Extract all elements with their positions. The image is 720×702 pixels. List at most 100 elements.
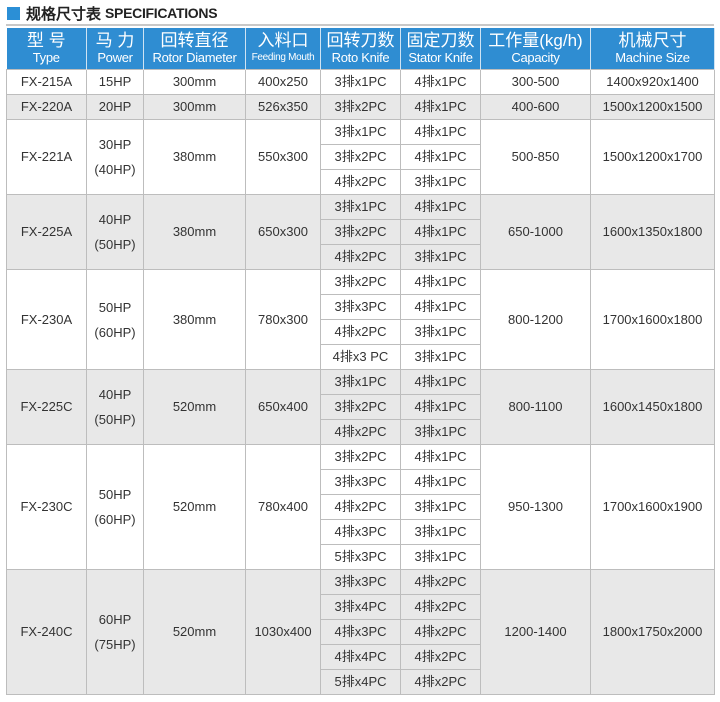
table-row: 4排x3PC 3排x1PC xyxy=(7,519,715,545)
title-cn: 规格尺寸表 xyxy=(26,5,102,23)
stator-knife-cell: 4排x1PC xyxy=(400,94,481,120)
rotor-diameter-cell: 380mm xyxy=(143,119,246,195)
table-row: 4排x3 PC 3排x1PC xyxy=(7,344,715,370)
header-cn: 回转直径 xyxy=(160,30,229,50)
roto-knife-cell: 4排x3PC xyxy=(320,519,401,545)
title-en: SPECIFICATIONS xyxy=(105,5,218,21)
roto-knife-cell: 3排x1PC xyxy=(320,69,401,95)
column-header: 回转刀数 Roto Knife xyxy=(320,28,401,70)
header-row: 型 号 Type 马 力 Power 回转直径 Rotor Diameter 入料口 Feed… xyxy=(6,28,715,70)
capacity-cell: 1200-1400 xyxy=(480,569,591,695)
power-line: (60HP) xyxy=(94,512,136,527)
stator-knife-cell: 4排x1PC xyxy=(400,69,481,95)
roto-knife-cell: 3排x4PC xyxy=(320,594,401,620)
rotor-diameter-cell: 380mm xyxy=(143,269,246,370)
type-cell: FX-221A xyxy=(6,119,87,195)
stator-knife-cell: 4排x1PC xyxy=(400,219,481,245)
rotor-diameter-cell: 520mm xyxy=(143,444,246,570)
power-line: (50HP) xyxy=(94,237,136,252)
stator-knife-cell: 4排x1PC xyxy=(400,194,481,220)
power-cell: 50HP (60HP) xyxy=(86,269,144,370)
table-row: 3排x3PC 4排x1PC xyxy=(7,469,715,495)
roto-knife-cell: 4排x3 PC xyxy=(320,344,401,370)
column-header: 马 力 Power xyxy=(86,28,144,70)
power-cell: 60HP (75HP) xyxy=(86,569,144,695)
power-line: 15HP xyxy=(98,74,132,89)
roto-knife-cell: 5排x4PC xyxy=(320,669,401,695)
stator-knife-cell: 3排x1PC xyxy=(400,244,481,270)
roto-knife-cell: 3排x1PC xyxy=(320,194,401,220)
section-title: 规格尺寸表 SPECIFICATIONS xyxy=(7,3,218,23)
type-cell: FX-225C xyxy=(6,369,87,445)
header-en: Power xyxy=(97,49,133,65)
header-cn: 机械尺寸 xyxy=(618,30,687,50)
power-cell: 15HP xyxy=(86,69,144,95)
machine-size-cell: 1400x920x1400 xyxy=(590,69,715,95)
power-cell: 40HP (50HP) xyxy=(86,194,144,270)
stator-knife-cell: 3排x1PC xyxy=(400,419,481,445)
machine-size-cell: 1500x1200x1700 xyxy=(590,119,715,195)
table-row: 4排x3PC 4排x2PC xyxy=(7,619,715,645)
stator-knife-cell: 4排x2PC xyxy=(400,594,481,620)
machine-size-cell: 1500x1200x1500 xyxy=(590,94,715,120)
power-line: 60HP xyxy=(98,612,132,627)
table-row: 5排x4PC 4排x2PC xyxy=(7,669,715,695)
table-row: 4排x2PC 3排x1PC xyxy=(7,494,715,520)
feeding-mouth-cell: 780x300 xyxy=(245,269,321,370)
rotor-diameter-cell: 300mm xyxy=(143,94,246,120)
machine-size-cell: 1600x1350x1800 xyxy=(590,194,715,270)
type-cell: FX-230A xyxy=(6,269,87,370)
power-cell: 50HP (60HP) xyxy=(86,444,144,570)
stator-knife-cell: 3排x1PC xyxy=(400,344,481,370)
header-cn: 型 号 xyxy=(26,30,66,50)
power-line: 40HP xyxy=(98,387,132,402)
type-cell: FX-215A xyxy=(6,69,87,95)
roto-knife-cell: 4排x2PC xyxy=(320,244,401,270)
capacity-cell: 800-1200 xyxy=(480,269,591,370)
table-row: FX-230C 50HP (60HP) 520mm 780x400 3排x2PC 4排x1P… xyxy=(6,444,715,570)
table-row: 5排x3PC 3排x1PC xyxy=(7,544,715,570)
column-header: 回转直径 Rotor Diameter xyxy=(143,28,246,70)
header-en: Type xyxy=(32,49,60,65)
power-line: (50HP) xyxy=(94,412,136,427)
header-en: Capacity xyxy=(511,49,560,65)
stator-knife-cell: 4排x1PC xyxy=(400,269,481,295)
stator-knife-cell: 4排x1PC xyxy=(400,469,481,495)
header-en: Machine Size xyxy=(615,49,690,65)
header-cn: 工作量(kg/h) xyxy=(488,30,583,50)
header-cn: 入料口 xyxy=(257,30,309,50)
roto-knife-cell: 4排x3PC xyxy=(320,619,401,645)
table-row: FX-230A 50HP (60HP) 380mm 780x300 3排x2PC 4排x1P… xyxy=(6,269,715,370)
stator-knife-cell: 4排x1PC xyxy=(400,444,481,470)
type-cell: FX-230C xyxy=(6,444,87,570)
feeding-mouth-cell: 400x250 xyxy=(245,69,321,95)
table-row: 4排x4PC 4排x2PC xyxy=(7,644,715,670)
roto-knife-cell: 3排x1PC xyxy=(320,369,401,395)
roto-knife-cell: 3排x3PC xyxy=(320,294,401,320)
table-row: FX-221A 30HP (40HP) 380mm 550x300 3排x1PC 4排x1P… xyxy=(6,119,715,195)
roto-knife-cell: 4排x2PC xyxy=(320,319,401,345)
header-en: Rotor Diameter xyxy=(152,49,237,65)
header-cn: 回转刀数 xyxy=(326,30,395,50)
stator-knife-cell: 3排x1PC xyxy=(400,544,481,570)
rotor-diameter-cell: 300mm xyxy=(143,69,246,95)
specifications-table: 型 号 Type 马 力 Power 回转直径 Rotor Diameter 入料口 Feed… xyxy=(6,28,715,695)
header-en: Roto Knife xyxy=(331,49,390,65)
roto-knife-cell: 3排x2PC xyxy=(320,219,401,245)
stator-knife-cell: 4排x1PC xyxy=(400,369,481,395)
power-cell: 40HP (50HP) xyxy=(86,369,144,445)
roto-knife-cell: 5排x3PC xyxy=(320,544,401,570)
type-cell: FX-220A xyxy=(6,94,87,120)
stator-knife-cell: 4排x2PC xyxy=(400,569,481,595)
power-cell: 20HP xyxy=(86,94,144,120)
machine-size-cell: 1800x1750x2000 xyxy=(590,569,715,695)
capacity-cell: 800-1100 xyxy=(480,369,591,445)
table-row: 3排x2PC 4排x1PC xyxy=(7,144,715,170)
power-line: (60HP) xyxy=(94,324,136,340)
column-header: 机械尺寸 Machine Size xyxy=(590,28,715,70)
roto-knife-cell: 3排x1PC xyxy=(320,119,401,145)
type-cell: FX-225A xyxy=(6,194,87,270)
table-row: FX-240C 60HP (75HP) 520mm 1030x400 3排x3PC 4排x2… xyxy=(6,569,715,695)
power-line: 30HP xyxy=(98,137,132,152)
table-row: 3排x2PC 4排x1PC xyxy=(7,219,715,245)
